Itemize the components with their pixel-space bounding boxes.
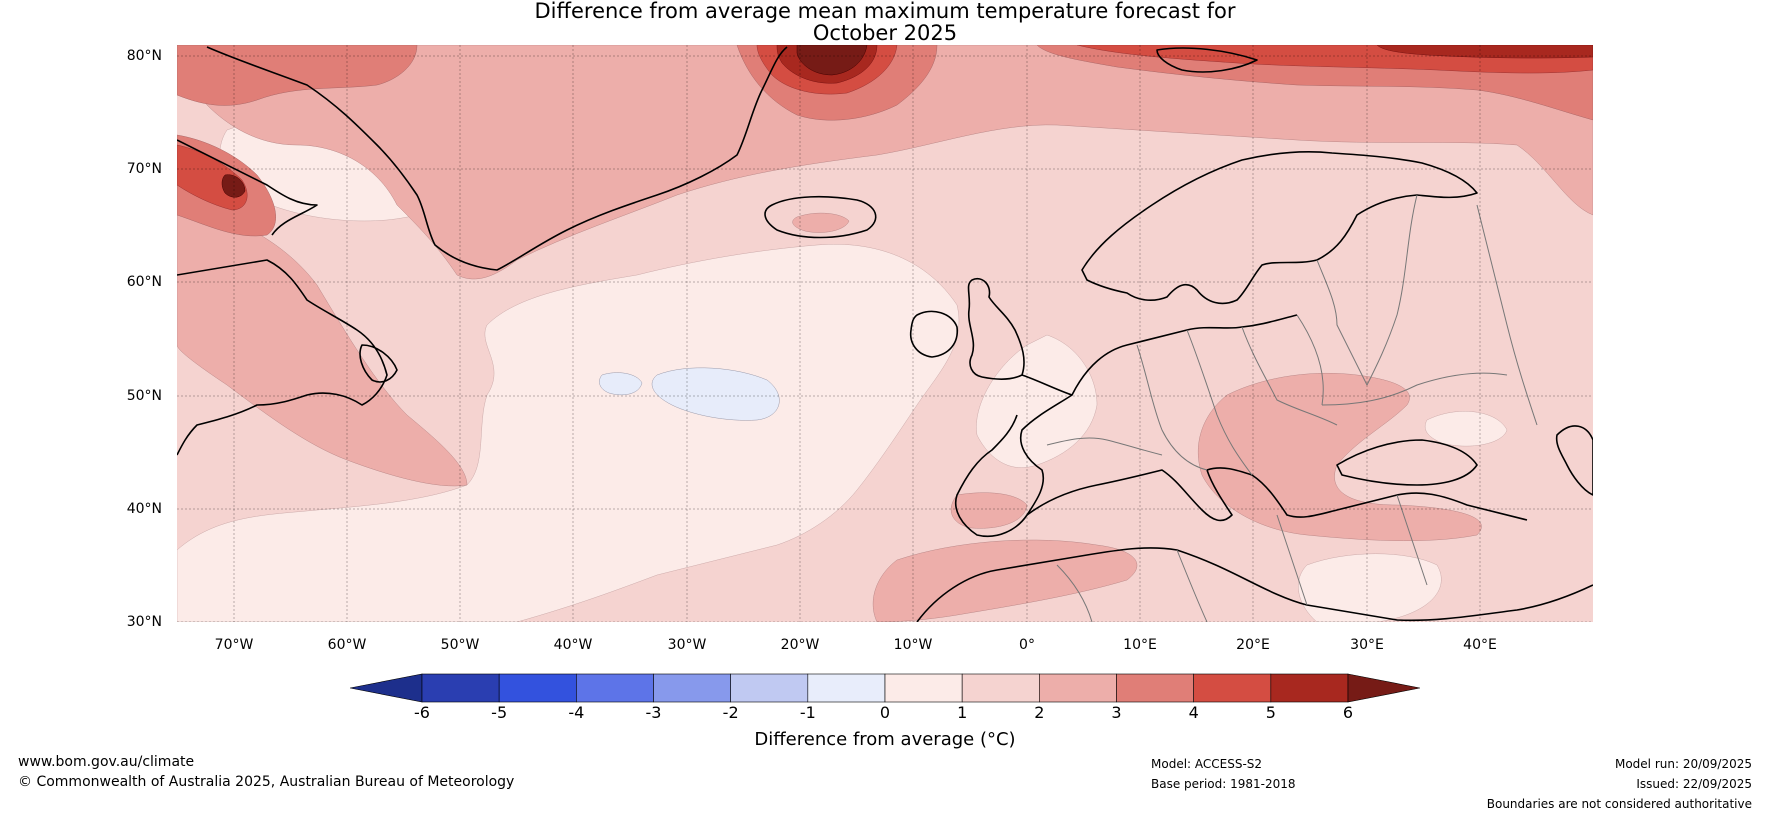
coastline-scandinavia [1081,151,1478,305]
lon-label-20e: 20°E [1236,637,1270,653]
anomaly-region-2-3-iceland [792,212,850,233]
coastlines [177,46,1593,622]
colorbar-bin [576,673,654,703]
chart-title-line-1: Difference from average mean maximum tem… [534,0,1236,23]
colorbar-bin [1193,673,1272,703]
colorbar-tick-label: 0 [879,703,891,722]
lat-gridlines [177,55,1593,622]
anomaly-region-6-plus-w [221,174,246,198]
colorbar-bin [807,673,886,703]
anomaly-region-cool-2 [599,372,643,396]
colorbar-label: Difference from average (°C) [754,729,1016,750]
anomaly-region-0-1-blacksea [1424,411,1508,447]
anomaly-region-2-3-iberia [950,492,1028,529]
footer-website[interactable]: www.bom.gov.au/climate [18,754,195,770]
coastline-greenland [206,46,788,271]
lon-label-40e: 40°E [1463,637,1497,653]
coastline-europe-north [1071,314,1298,396]
colorbar-tick-label: -3 [645,703,662,722]
colorbar-bin [421,673,500,703]
coastline-labrador [177,259,388,456]
lon-label-70w: 70°W [214,637,254,653]
footer-issued: Issued: 22/09/2025 [1636,777,1752,791]
lon-label-40w: 40°W [553,637,593,653]
colorbar-bin [1270,673,1349,703]
colorbar-bin [730,673,809,703]
lat-label-60n: 60°N [126,274,162,290]
lon-gridlines [233,45,1481,622]
colorbar-tick-label: 2 [1034,703,1045,722]
colorbar-tick-label: -1 [799,703,816,722]
footer-model-run: Model run: 20/09/2025 [1614,757,1752,771]
coastline-north-africa [916,547,1593,622]
anomaly-region-2-3-balkans [1198,372,1482,542]
colorbar-extend-high [1347,673,1421,703]
lat-label-50n: 50°N [126,388,162,404]
coastline-iceland [764,195,877,239]
colorbar-bin [884,673,963,703]
coastline-britain [967,278,1025,380]
lon-label-60w: 60°W [327,637,367,653]
lon-label-0: 0° [1019,637,1035,653]
anomaly-region-cool-1 [651,367,780,421]
lon-label-10e: 10°E [1123,637,1157,653]
anomaly-region-2-3-north [177,45,1593,280]
lat-label-30n: 30°N [126,614,162,630]
footer-disclaimer: Boundaries are not considered authoritat… [1486,797,1752,811]
colorbar-tick-label: 3 [1111,703,1122,722]
temperature-anomaly-map [177,45,1593,622]
coastline-blacksea [1336,439,1478,486]
lon-label-50w: 50°W [440,637,480,653]
lon-label-30e: 30°E [1350,637,1384,653]
colorbar-tick-label: -4 [568,703,585,722]
footer-base-period: Base period: 1981-2018 [1151,777,1296,791]
coastline-ireland [909,310,958,358]
lon-label-20w: 20°W [780,637,820,653]
lat-label-80n: 80°N [126,48,162,64]
colorbar [349,672,1421,704]
anomaly-region-2-3-labrador [177,204,468,487]
coastline-baffin [177,139,318,236]
lon-label-10w: 10°W [893,637,933,653]
colorbar-bin [498,673,577,703]
colorbar-bin [1116,673,1194,703]
colorbar-bin [653,673,731,703]
colorbar-tick-label: -6 [414,703,430,722]
chart-title-line-2: October 2025 [812,21,958,45]
colorbar-tick-label: 6 [1342,703,1354,722]
lat-label-40n: 40°N [126,501,162,517]
footer-copyright: © Commonwealth of Australia 2025, Austra… [18,774,515,790]
anomaly-region-6-plus [796,45,868,76]
colorbar-tick-label: 1 [957,703,968,722]
colorbar-bin [961,673,1040,703]
colorbar-bin [1039,673,1117,703]
anomaly-region-0-1-africa [1298,553,1442,622]
anomaly-region-0-1-atlantic [177,244,960,622]
coastline-caspian [1555,425,1593,496]
lon-label-30w: 30°W [667,637,707,653]
colorbar-tick-label: -5 [491,703,508,722]
colorbar-tick-label: 5 [1265,703,1276,722]
colorbar-tick-label: 4 [1188,703,1199,722]
country-borders [1046,194,1538,622]
coastline-med-north [1026,467,1528,522]
lat-label-70n: 70°N [126,161,162,177]
coastline-svalbard [1156,47,1258,73]
colorbar-tick-label: -2 [722,703,739,722]
coastline-newfoundland [359,344,398,383]
footer-model: Model: ACCESS-S2 [1151,757,1263,771]
colorbar-extend-low [349,673,423,703]
